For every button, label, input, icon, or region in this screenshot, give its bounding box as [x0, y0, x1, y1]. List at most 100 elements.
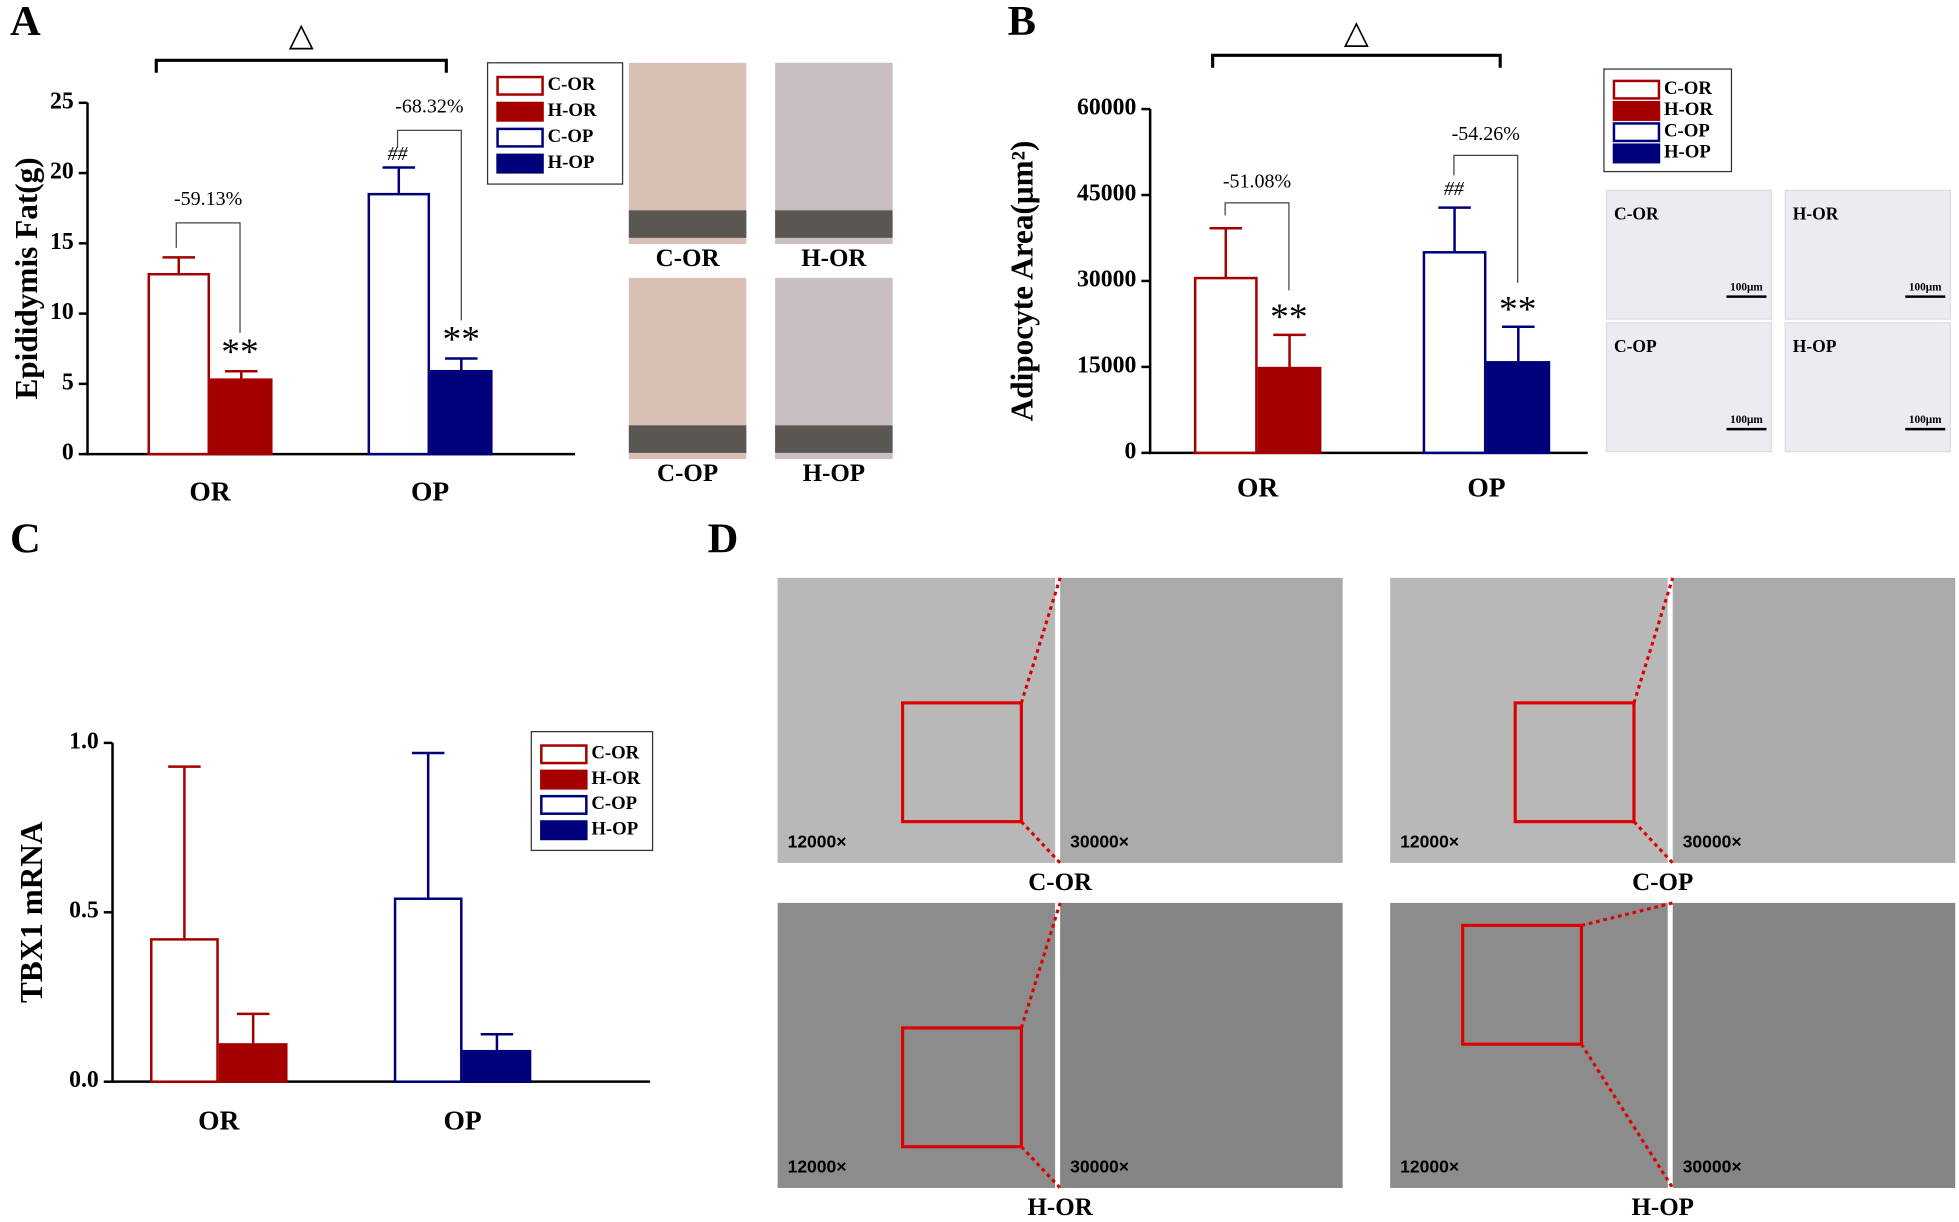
legend-label: H-OR — [1664, 99, 1713, 120]
overall-mark: △ — [289, 17, 315, 53]
y-tick-label: 0 — [62, 440, 74, 466]
legend-label: H-OR — [548, 100, 597, 121]
magnification: 12000× — [788, 1157, 847, 1177]
zoom-lines — [1580, 901, 1675, 1189]
legend-swatch — [540, 794, 588, 815]
ruler — [775, 210, 893, 238]
ruler — [628, 425, 747, 453]
tem-image — [777, 902, 1056, 1188]
y-tick-label: 60000 — [1077, 95, 1136, 121]
magnification: 30000× — [1070, 1157, 1129, 1177]
legend-swatch — [1612, 122, 1661, 143]
photo-label: H-OR — [801, 245, 867, 272]
x-tick-label: OR — [1237, 472, 1279, 503]
tem-zoom-image — [1672, 902, 1956, 1188]
bar — [218, 1043, 288, 1083]
y-tick-label: 15 — [50, 229, 74, 255]
panel-label: A — [10, 0, 41, 45]
bracket — [396, 129, 462, 321]
bar — [1486, 361, 1551, 455]
legend-label: C-OR — [548, 74, 596, 95]
error-bar — [1273, 333, 1306, 369]
histology-label: H-OP — [1793, 336, 1837, 356]
y-tick-label: 0 — [1125, 438, 1137, 464]
legend-swatch — [1612, 100, 1661, 121]
zoom-box — [901, 1026, 1023, 1149]
tem-image — [1390, 577, 1668, 863]
tem-zoom-image — [1672, 577, 1956, 863]
legend-swatch — [496, 127, 544, 148]
y-tick-label: 1.0 — [69, 728, 99, 754]
tem-label: C-OP — [1632, 869, 1693, 896]
tem-zoom-image — [1060, 577, 1343, 863]
x-tick-label: OP — [411, 475, 449, 506]
zoom-box — [1461, 923, 1584, 1046]
legend-swatch — [496, 153, 544, 174]
photo-label: C-OR — [656, 245, 721, 272]
error-bar — [168, 765, 201, 940]
bracket — [175, 222, 241, 333]
significance: ** — [443, 319, 481, 360]
ruler — [628, 210, 747, 238]
hash-mark: ## — [1444, 178, 1465, 200]
legend-swatch — [1612, 143, 1661, 164]
magnification: 12000× — [788, 832, 847, 852]
bar — [150, 938, 219, 1083]
y-axis-label: Adipocyte Area(μm²) — [1004, 141, 1039, 422]
histology-label: C-OR — [1614, 203, 1659, 223]
significance: ** — [1270, 297, 1308, 338]
error-bar — [1438, 206, 1471, 253]
photo-label: H-OP — [803, 460, 866, 487]
zoom-lines — [1632, 577, 1675, 864]
panel-label: B — [1008, 0, 1036, 45]
bar — [1422, 251, 1487, 455]
bracket-label: -68.32% — [395, 95, 463, 117]
legend-label: H-OR — [591, 768, 640, 789]
y-tick-label: 0.5 — [69, 898, 99, 924]
bracket-label: -51.08% — [1223, 170, 1291, 192]
y-tick-label: 0.0 — [69, 1067, 99, 1093]
y-tick-label: 15000 — [1077, 352, 1136, 378]
magnification: 30000× — [1683, 832, 1742, 852]
scale-bar-label: 100μm — [1909, 414, 1942, 426]
x-tick-label: OP — [443, 1104, 481, 1135]
error-bar — [225, 369, 258, 380]
magnification: 12000× — [1400, 1157, 1459, 1177]
legend-swatch — [1612, 79, 1661, 100]
significance: ** — [1499, 289, 1537, 330]
panel-label: D — [708, 516, 739, 563]
ruler — [775, 425, 893, 453]
bar — [1193, 276, 1258, 455]
x-tick-label: OR — [198, 1104, 240, 1135]
legend-label: H-OP — [591, 819, 638, 840]
hash-mark: ## — [388, 143, 409, 165]
legend-swatch — [540, 744, 588, 765]
legend-label: C-OR — [591, 743, 639, 764]
panel-label: C — [10, 516, 41, 563]
bar — [393, 897, 463, 1083]
error-bar — [236, 1012, 270, 1045]
y-tick-label: 45000 — [1077, 180, 1136, 206]
zoom-lines — [1019, 902, 1062, 1190]
bar — [210, 378, 273, 456]
tem-label: H-OP — [1631, 1194, 1694, 1221]
histology-label: H-OR — [1793, 203, 1839, 223]
overall-bracket — [154, 58, 448, 73]
bar — [147, 272, 211, 456]
error-bar — [1502, 325, 1535, 363]
error-bar — [162, 256, 196, 275]
magnification: 30000× — [1683, 1157, 1742, 1177]
bar — [430, 369, 493, 456]
bracket — [1453, 154, 1519, 283]
x-tick-label: OR — [189, 475, 231, 506]
legend-label: C-OP — [1664, 120, 1710, 141]
tem-image — [777, 577, 1056, 863]
significance: ** — [221, 332, 259, 373]
y-axis-label: TBX1 mRNA — [14, 821, 49, 1003]
y-tick-label: 5 — [62, 369, 74, 395]
bracket-label: -59.13% — [174, 188, 242, 210]
zoom-lines — [1019, 577, 1062, 864]
bracket — [1224, 202, 1290, 291]
bracket-label: -54.26% — [1452, 123, 1520, 145]
legend-swatch — [540, 769, 588, 790]
